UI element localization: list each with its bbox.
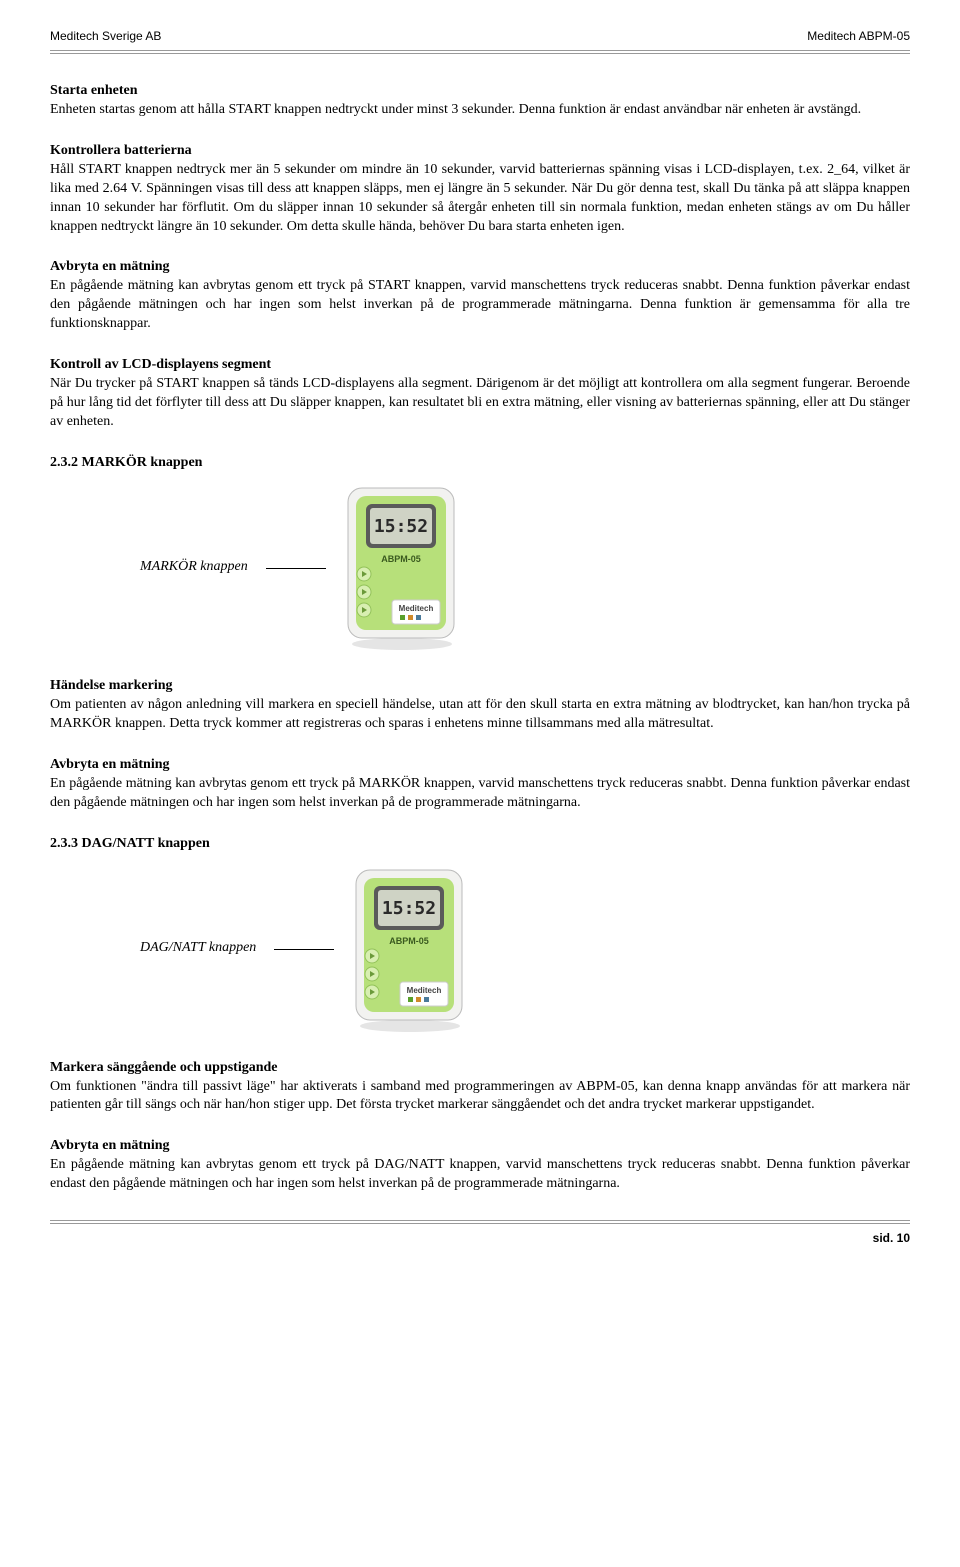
section-avbryta-matning-2: Avbryta en mätning En pågående mätning k… xyxy=(50,756,910,813)
svg-text:Meditech: Meditech xyxy=(398,604,433,613)
footer-page-number: sid. 10 xyxy=(50,1223,910,1246)
page-footer: sid. 10 xyxy=(50,1220,910,1246)
section-kontroll-lcd: Kontroll av LCD-displayens segment När D… xyxy=(50,356,910,432)
section-avbryta-matning-1: Avbryta en mätning En pågående mätning k… xyxy=(50,258,910,334)
markor-figure-label: MARKÖR knappen xyxy=(140,558,248,577)
section-body: Om funktionen "ändra till passivt läge" … xyxy=(50,1079,910,1113)
page-header: Meditech Sverige AB Meditech ABPM-05 xyxy=(50,28,910,51)
arrow-line-icon xyxy=(266,568,326,569)
section-title: Kontroll av LCD-displayens segment xyxy=(50,357,271,372)
svg-text:ABPM-05: ABPM-05 xyxy=(390,936,430,946)
markor-figure: MARKÖR knappen 15:52 ABPM-05 Meditech xyxy=(50,482,910,652)
section-body: En pågående mätning kan avbrytas genom e… xyxy=(50,776,910,810)
section-avbryta-matning-3: Avbryta en mätning En pågående mätning k… xyxy=(50,1137,910,1194)
section-title: Händelse markering xyxy=(50,678,173,693)
svg-text:15:52: 15:52 xyxy=(374,516,428,537)
section-body: Om patienten av någon anledning vill mar… xyxy=(50,697,910,731)
device-illustration-markor: 15:52 ABPM-05 Meditech xyxy=(334,482,464,652)
section-starta-enheten: Starta enheten Enheten startas genom att… xyxy=(50,82,910,120)
svg-text:ABPM-05: ABPM-05 xyxy=(381,554,421,564)
section-body: En pågående mätning kan avbrytas genom e… xyxy=(50,278,910,331)
arrow-line-icon xyxy=(274,949,334,950)
section-title: Avbryta en mätning xyxy=(50,757,170,772)
subsection-markor-heading: 2.3.2 MARKÖR knappen xyxy=(50,454,910,473)
dagnatt-figure-label: DAG/NATT knappen xyxy=(140,939,256,958)
section-body: När Du trycker på START knappen så tänds… xyxy=(50,376,910,429)
section-handelse-markering: Händelse markering Om patienten av någon… xyxy=(50,677,910,734)
section-kontrollera-batterierna: Kontrollera batterierna Håll START knapp… xyxy=(50,142,910,236)
section-title: Avbryta en mätning xyxy=(50,1138,170,1153)
section-body: Håll START knappen nedtryck mer än 5 sek… xyxy=(50,162,910,234)
device-illustration-dagnatt: 15:52 ABPM-05 Meditech xyxy=(342,864,472,1034)
section-title: Markera sänggående och uppstigande xyxy=(50,1060,278,1075)
dagnatt-figure: DAG/NATT knappen 15:52 ABPM-05 Meditech xyxy=(50,864,910,1034)
section-body: En pågående mätning kan avbrytas genom e… xyxy=(50,1157,910,1191)
header-left: Meditech Sverige AB xyxy=(50,28,161,44)
section-title: Starta enheten xyxy=(50,83,138,98)
section-markera-sanggaende: Markera sänggående och uppstigande Om fu… xyxy=(50,1059,910,1116)
svg-text:Meditech: Meditech xyxy=(407,986,442,995)
section-title: Kontrollera batterierna xyxy=(50,143,192,158)
svg-text:15:52: 15:52 xyxy=(382,898,436,919)
header-rule xyxy=(50,53,910,54)
section-title: Avbryta en mätning xyxy=(50,259,170,274)
header-right: Meditech ABPM-05 xyxy=(807,28,910,44)
subsection-dagnatt-heading: 2.3.3 DAG/NATT knappen xyxy=(50,835,910,854)
section-body: Enheten startas genom att hålla START kn… xyxy=(50,102,861,117)
